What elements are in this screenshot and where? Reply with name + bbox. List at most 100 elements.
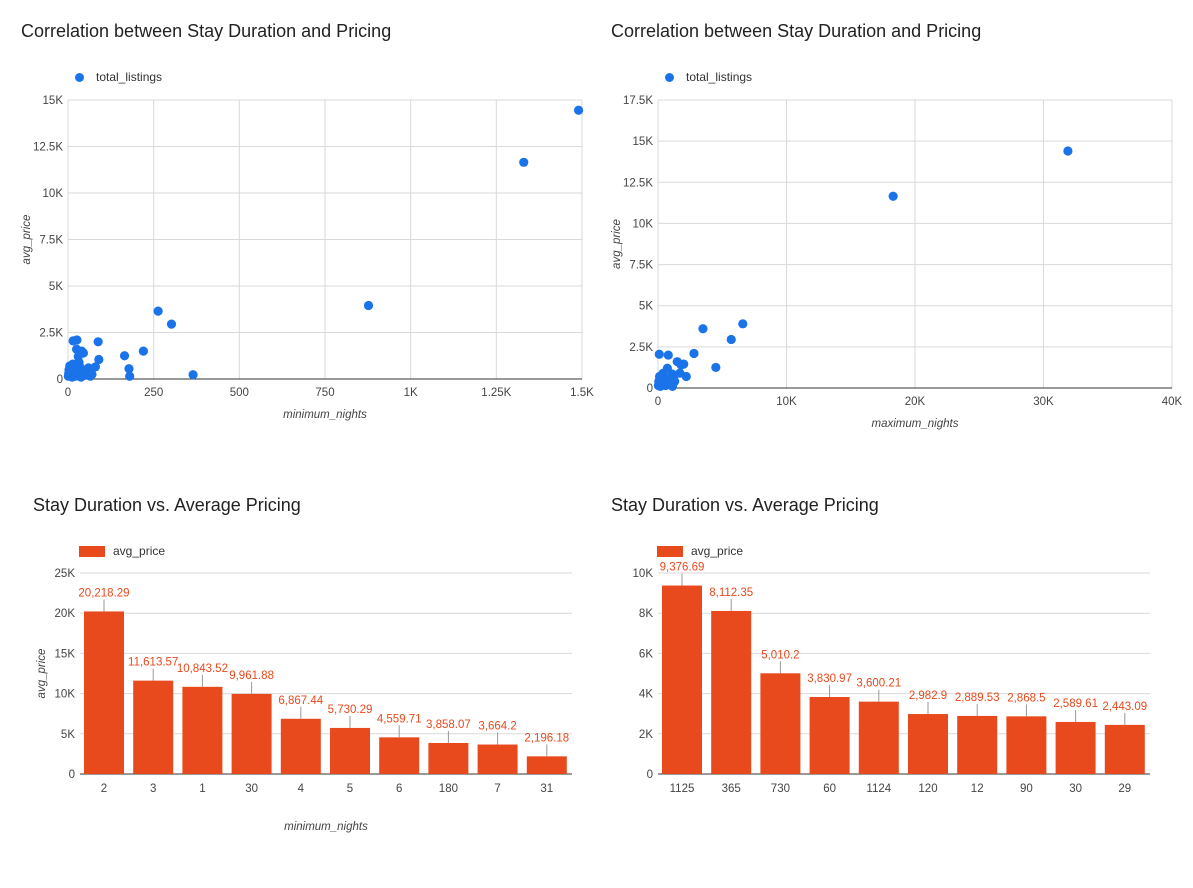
scatter-point xyxy=(689,348,699,359)
y-tick-label: 15K xyxy=(43,95,64,107)
x-tick-label: 5 xyxy=(347,783,353,795)
data-label: 2,589.61 xyxy=(1053,698,1098,710)
y-tick-label: 15K xyxy=(55,648,76,660)
x-tick-label: 1K xyxy=(404,387,418,399)
y-tick-label: 2K xyxy=(639,729,653,741)
chart-legend[interactable]: avg_price xyxy=(657,544,743,558)
y-tick-label: 15K xyxy=(633,136,654,148)
x-tick-label: 730 xyxy=(771,783,790,795)
x-tick-label: 1.25K xyxy=(481,387,511,399)
y-tick-label: 6K xyxy=(639,648,653,660)
scatter-point xyxy=(188,370,198,380)
y-tick-label: 25K xyxy=(55,568,76,580)
x-axis-title: minimum_nights xyxy=(283,409,367,421)
bar xyxy=(809,696,850,774)
data-label: 11,613.57 xyxy=(128,657,178,669)
data-label: 2,889.53 xyxy=(955,692,1000,704)
data-label: 4,559.71 xyxy=(377,713,422,725)
y-tick-label: 8K xyxy=(639,608,653,620)
bar xyxy=(1055,721,1096,774)
scatter-point xyxy=(87,369,97,379)
chart-legend[interactable]: total_listings xyxy=(665,70,752,84)
scatter-point xyxy=(519,157,529,167)
data-label: 2,868.5 xyxy=(1007,692,1045,704)
scatter-point xyxy=(679,359,689,369)
bar xyxy=(477,744,518,774)
legend-swatch-icon xyxy=(657,545,683,557)
legend-label: total_listings xyxy=(96,70,163,84)
y-tick-label: 12.5K xyxy=(33,142,63,154)
y-tick-label: 5K xyxy=(61,729,75,741)
chart-title: Correlation between Stay Duration and Pr… xyxy=(611,21,982,41)
y-axis-title: avg_price xyxy=(21,215,33,265)
legend-label: avg_price xyxy=(691,544,744,558)
x-tick-label: 10K xyxy=(776,396,797,408)
x-tick-label: 250 xyxy=(144,387,163,399)
legend-swatch-icon xyxy=(79,545,105,557)
scatter-point xyxy=(166,319,177,329)
bar xyxy=(662,585,702,774)
y-tick-label: 10K xyxy=(633,218,654,230)
y-axis-title: avg_price xyxy=(611,219,623,269)
chart-legend[interactable]: avg_price xyxy=(79,544,165,558)
data-label: 5,730.29 xyxy=(328,704,373,716)
x-tick-label: 120 xyxy=(918,783,937,795)
chart-legend[interactable]: total_listings xyxy=(75,70,162,84)
chart-title: Correlation between Stay Duration and Pr… xyxy=(21,21,392,41)
x-tick-label: 20K xyxy=(905,396,926,408)
bar xyxy=(526,756,567,774)
bar xyxy=(428,742,469,774)
bar xyxy=(858,701,899,774)
x-tick-label: 40K xyxy=(1162,396,1183,408)
x-tick-label: 30 xyxy=(1069,783,1082,795)
x-tick-label: 31 xyxy=(540,783,553,795)
x-tick-label: 1125 xyxy=(670,783,695,795)
data-label: 3,664.2 xyxy=(478,721,516,733)
x-tick-label: 3 xyxy=(150,783,156,795)
scatter-point xyxy=(1063,146,1073,156)
x-tick-label: 12 xyxy=(971,783,984,795)
data-label: 2,982.9 xyxy=(909,690,947,702)
x-tick-label: 1 xyxy=(199,783,205,795)
y-tick-label: 12.5K xyxy=(623,177,653,189)
data-label: 3,858.07 xyxy=(426,719,471,731)
y-tick-label: 0 xyxy=(69,769,75,781)
scatter-point xyxy=(78,348,89,358)
y-tick-label: 0 xyxy=(647,383,653,395)
y-tick-label: 2.5K xyxy=(39,328,63,340)
data-label: 10,843.52 xyxy=(177,663,228,675)
chart-title: Stay Duration vs. Average Pricing xyxy=(611,495,879,515)
scatter-point xyxy=(738,319,748,329)
data-label: 2,196.18 xyxy=(524,732,569,744)
data-label: 20,218.29 xyxy=(78,587,129,599)
bar xyxy=(760,673,801,774)
scatter-point xyxy=(138,346,148,356)
y-tick-label: 10K xyxy=(43,188,64,200)
data-label: 5,010.2 xyxy=(761,649,799,661)
scatter-point xyxy=(698,324,708,334)
x-tick-label: 0 xyxy=(655,396,661,408)
y-tick-label: 0 xyxy=(57,374,63,386)
x-tick-label: 1.5K xyxy=(570,387,594,399)
x-tick-label: 90 xyxy=(1020,783,1033,795)
legend-label: avg_price xyxy=(113,544,166,558)
scatter-point xyxy=(663,350,673,360)
data-label: 6,867.44 xyxy=(278,695,323,707)
chart-title: Stay Duration vs. Average Pricing xyxy=(33,495,301,515)
x-axis-title: maximum_nights xyxy=(872,418,959,430)
data-label: 3,600.21 xyxy=(856,678,901,690)
scatter-point xyxy=(654,349,664,359)
bar xyxy=(231,693,272,774)
x-tick-label: 6 xyxy=(396,783,402,795)
y-tick-label: 2.5K xyxy=(629,342,653,354)
bar xyxy=(330,727,370,774)
legend-dot-icon xyxy=(75,72,84,82)
bar xyxy=(280,718,321,774)
x-tick-label: 2 xyxy=(101,783,107,795)
scatter-point xyxy=(888,191,898,201)
bar xyxy=(133,680,174,774)
